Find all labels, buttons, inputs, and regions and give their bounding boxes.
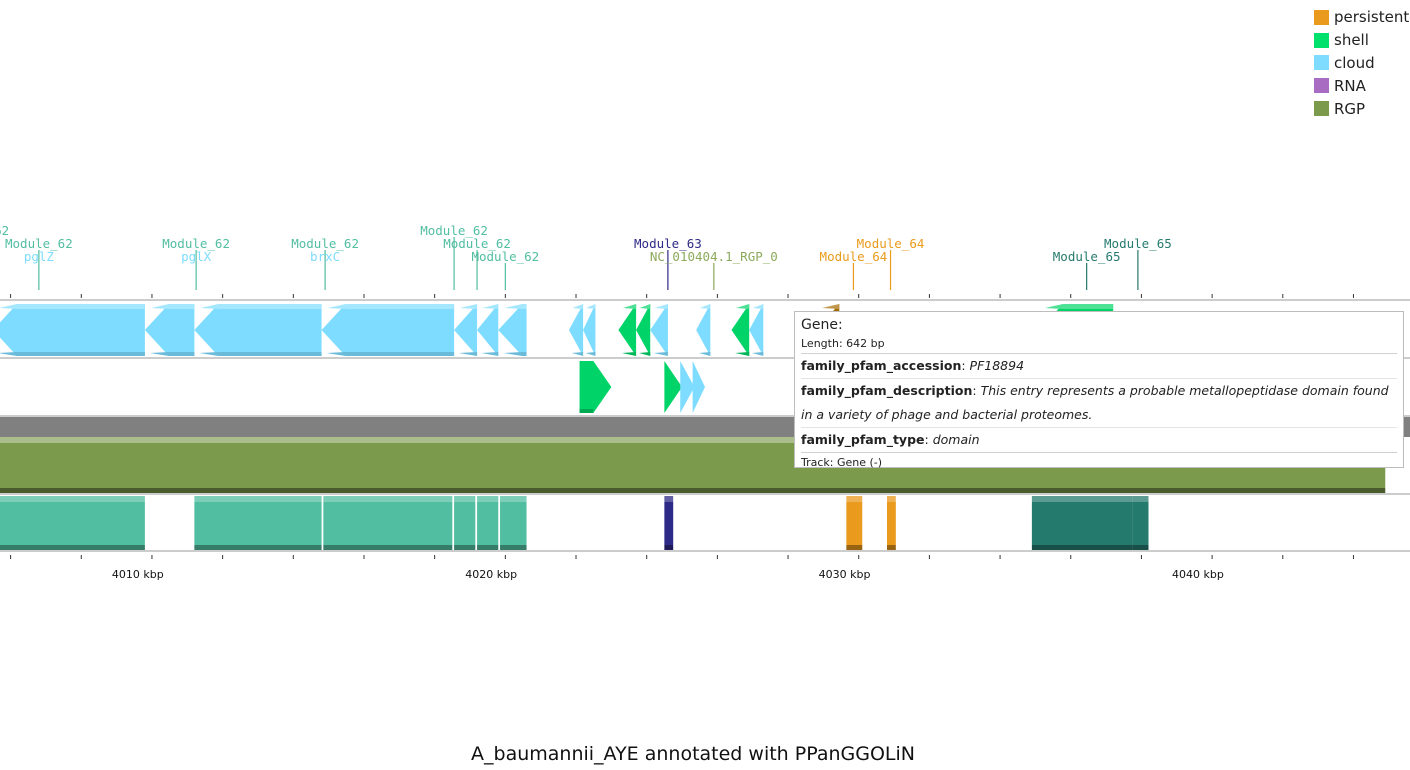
module-block-top — [454, 496, 475, 502]
gene-arrow — [664, 361, 682, 413]
legend-label: RNA — [1334, 77, 1366, 95]
module-block — [323, 502, 452, 545]
annotation-label: brxC — [310, 249, 340, 264]
axis-tick-label: 4040 kbp — [1172, 568, 1224, 581]
module-block-top — [194, 496, 321, 502]
footer-title: A_baumannii_AYE annotated with PPanGGOLi… — [0, 743, 1386, 765]
module-block-shadow — [664, 545, 673, 550]
module-block — [846, 502, 862, 545]
gene-arrow — [194, 304, 321, 356]
annotation-label: Module_64 — [820, 249, 888, 264]
axis-tick-label: 4010 kbp — [112, 568, 164, 581]
tooltip-title: Gene: — [801, 316, 1397, 334]
module-block-top — [664, 496, 673, 502]
gene-arrow-shadow — [0, 352, 145, 356]
legend-label: cloud — [1334, 54, 1375, 72]
tooltip-row-type: family_pfam_type: domain — [801, 428, 1397, 453]
annotation-label: NC_010404.1_RGP_0 — [650, 249, 778, 264]
gene-arrow-highlight — [328, 304, 455, 309]
gene-arrow-highlight — [0, 304, 145, 309]
legend-label: persistent — [1334, 8, 1409, 26]
module-track[interactable] — [0, 496, 1148, 550]
module-block-top — [1133, 496, 1149, 502]
module-block — [1032, 502, 1133, 545]
module-block — [1133, 502, 1149, 545]
bottom-ruler: 4010 kbp 4020 kbp 4030 kbp 4040 kbp — [0, 551, 1410, 581]
legend-swatch-rna — [1314, 78, 1329, 93]
legend-item-cloud[interactable]: cloud — [1314, 52, 1409, 75]
legend-item-rgp[interactable]: RGP — [1314, 97, 1409, 120]
tooltip-key: family_pfam_type — [801, 432, 925, 447]
gene-tooltip: Gene: Length: 642 bp family_pfam_accessi… — [794, 311, 1404, 468]
module-block-shadow — [0, 545, 145, 550]
gene-arrow — [0, 304, 145, 356]
module-block-top — [323, 496, 452, 502]
module-block — [477, 502, 498, 545]
tooltip-track: Track: Gene (-) — [801, 455, 1397, 471]
rgp-bar-shadow — [0, 488, 1385, 493]
module-block-shadow — [194, 545, 321, 550]
gene-arrow-highlight — [200, 304, 321, 309]
tooltip-value: PF18894 — [970, 358, 1025, 373]
annotation-label: Module_65 — [1053, 249, 1121, 264]
annotation-label: pglX — [181, 249, 212, 264]
legend: persistent shell cloud RNA RGP — [1314, 6, 1409, 120]
tooltip-value: domain — [933, 432, 980, 447]
legend-swatch-cloud — [1314, 55, 1329, 70]
gene-arrow — [693, 361, 705, 413]
tooltip-key: family_pfam_accession — [801, 358, 961, 373]
gene-arrow-shadow — [199, 352, 321, 356]
annotation-label: pglZ — [24, 249, 55, 264]
legend-swatch-shell — [1314, 33, 1329, 48]
module-block-shadow — [887, 545, 896, 550]
module-block-shadow — [1032, 545, 1133, 550]
module-block — [194, 502, 321, 545]
legend-item-persistent[interactable]: persistent — [1314, 6, 1409, 29]
legend-item-rna[interactable]: RNA — [1314, 74, 1409, 97]
module-block — [500, 502, 527, 545]
gene-arrow — [580, 361, 612, 413]
module-block — [0, 502, 145, 545]
module-block — [454, 502, 475, 545]
tooltip-length: Length: 642 bp — [801, 336, 1397, 354]
legend-swatch-persistent — [1314, 10, 1329, 25]
top-ruler — [0, 294, 1410, 300]
axis-tick-label: 4030 kbp — [819, 568, 871, 581]
module-block-top — [0, 496, 145, 502]
gene-arrow-shadow — [326, 352, 454, 356]
tooltip-row-accession: family_pfam_accession: PF18894 — [801, 354, 1397, 379]
tooltip-key: family_pfam_description — [801, 383, 972, 398]
module-block-shadow — [500, 545, 527, 550]
legend-item-shell[interactable]: shell — [1314, 29, 1409, 52]
module-block-top — [846, 496, 862, 502]
gene-arrow — [680, 361, 694, 413]
legend-label: RGP — [1334, 100, 1365, 118]
module-block — [887, 502, 896, 545]
gene-arrow — [322, 304, 455, 356]
module-block-top — [500, 496, 527, 502]
module-block — [664, 502, 673, 545]
annotation-label: Module_62 — [471, 249, 539, 264]
module-block-shadow — [454, 545, 475, 550]
annotation-layer: Module_62Module_62pglZModule_62pglXModul… — [0, 223, 1172, 290]
module-block-top — [477, 496, 498, 502]
tooltip-row-description: family_pfam_description: This entry repr… — [801, 379, 1397, 428]
module-block-shadow — [477, 545, 498, 550]
module-block-shadow — [846, 545, 862, 550]
module-block-top — [1032, 496, 1133, 502]
legend-label: shell — [1334, 31, 1369, 49]
module-block-shadow — [323, 545, 452, 550]
axis-tick-label: 4020 kbp — [465, 568, 517, 581]
module-block-shadow — [1133, 545, 1149, 550]
legend-swatch-rgp — [1314, 101, 1329, 116]
gene-arrow-shadow — [580, 409, 594, 413]
module-block-top — [887, 496, 896, 502]
